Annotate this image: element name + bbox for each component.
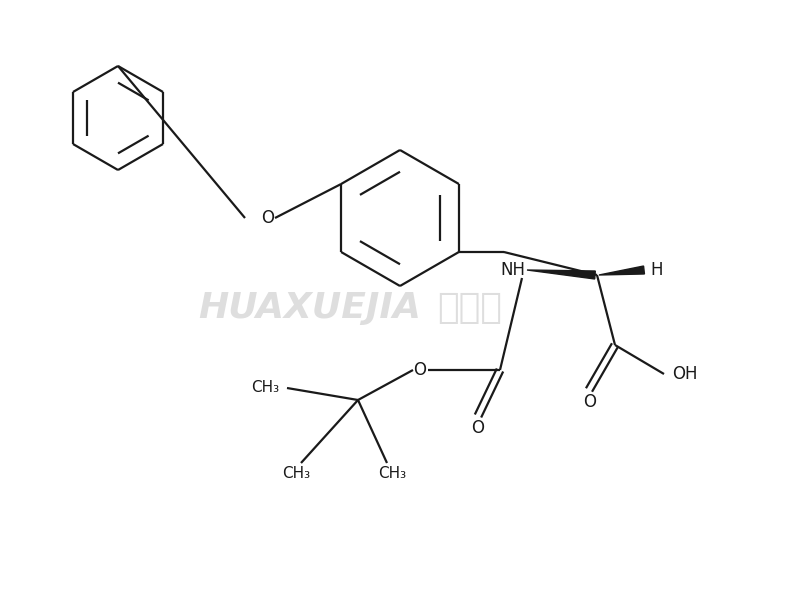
Text: O: O <box>583 393 597 411</box>
Text: O: O <box>262 209 274 227</box>
Text: H: H <box>650 261 663 279</box>
Text: 化学加: 化学加 <box>437 291 503 325</box>
Text: HUAXUEJIA: HUAXUEJIA <box>199 291 422 325</box>
Text: NH: NH <box>500 261 525 279</box>
Text: CH₃: CH₃ <box>378 466 406 481</box>
Text: CH₃: CH₃ <box>251 380 279 396</box>
Text: O: O <box>471 419 485 437</box>
Text: O: O <box>414 361 426 379</box>
Polygon shape <box>599 266 645 275</box>
Text: CH₃: CH₃ <box>282 466 310 481</box>
Text: OH: OH <box>672 365 697 383</box>
Polygon shape <box>527 270 595 279</box>
